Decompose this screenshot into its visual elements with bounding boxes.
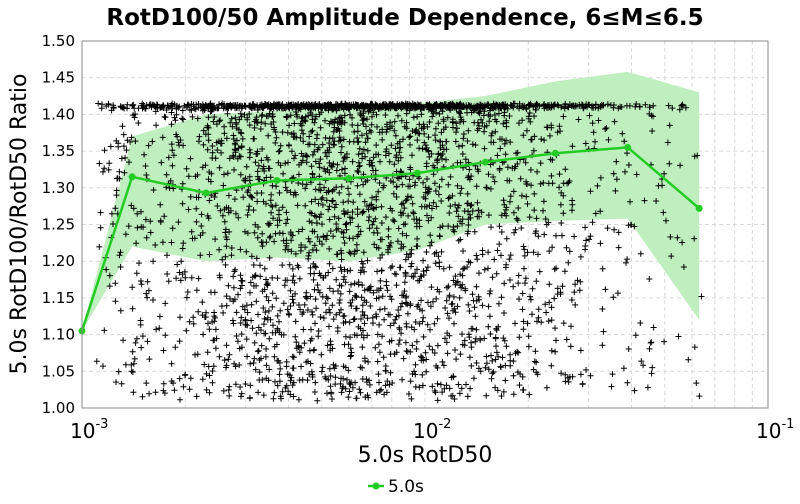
x-tick-base: 10: [756, 419, 781, 443]
y-tick-label: 1.25: [42, 216, 75, 234]
legend-label: 5.0s: [388, 477, 424, 497]
x-tick-base: 10: [70, 419, 95, 443]
legend-marker: [372, 482, 380, 490]
series-point: [624, 143, 632, 151]
series-point: [695, 204, 703, 212]
y-tick-labels: 1.00 1.05 1.10 1.15 1.20 1.25 1.30 1.35 1.40 1.45…: [42, 32, 75, 417]
legend: 5.0s: [368, 477, 424, 497]
scatter-points: [93, 100, 705, 404]
y-tick-label: 1.50: [42, 32, 75, 50]
y-tick-label: 1.45: [42, 69, 75, 87]
y-tick-label: 1.20: [42, 252, 75, 270]
y-tick-label: 1.10: [42, 326, 75, 344]
series-point: [345, 174, 353, 182]
y-tick-label: 1.05: [42, 362, 75, 380]
y-tick-label: 1.30: [42, 179, 75, 197]
confidence-band-layer: [82, 71, 700, 331]
x-tick-label: 10-3: [70, 417, 108, 443]
series-point: [273, 176, 281, 184]
y-tick-label: 1.15: [42, 289, 75, 307]
chart-title: RotD100/50 Amplitude Dependence, 6≤M≤6.5: [106, 5, 703, 31]
x-tick-exponent: -1: [781, 417, 794, 432]
x-tick-exponent: -3: [95, 417, 108, 432]
y-axis-label: 5.0s RotD100/RotD50 Ratio: [7, 74, 32, 375]
series-point: [128, 173, 136, 181]
series-point: [413, 169, 421, 177]
series-point: [481, 158, 489, 166]
series-point: [202, 189, 210, 197]
x-tick-label: 10-1: [756, 417, 794, 443]
series-point: [551, 149, 559, 157]
plot-frame: [81, 40, 769, 409]
confidence-band: [82, 71, 700, 331]
y-tick-label: 1.00: [42, 399, 75, 417]
x-tick-labels: 10-3 10-2 10-1: [70, 417, 794, 443]
y-tick-label: 1.35: [42, 142, 75, 160]
x-tick-label: 10-2: [413, 417, 451, 443]
y-tick-label: 1.40: [42, 105, 75, 123]
series-line: [80, 146, 700, 332]
x-tick-base: 10: [413, 419, 438, 443]
series-line-layer: [78, 143, 703, 335]
x-axis-label: 5.0s RotD50: [358, 443, 493, 468]
x-tick-exponent: -2: [438, 417, 451, 432]
scatter-markers: [93, 100, 705, 404]
